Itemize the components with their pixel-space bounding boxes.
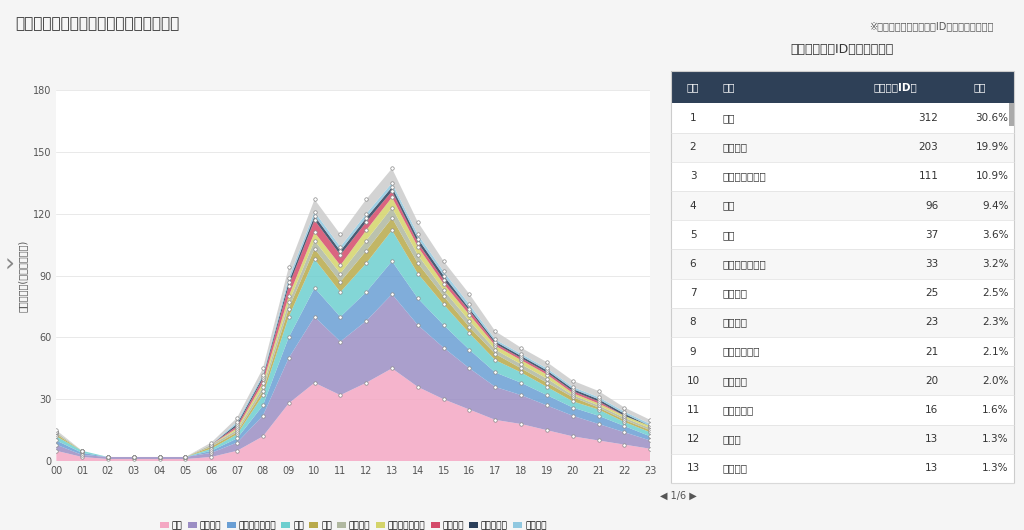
- Text: 1: 1: [690, 113, 696, 123]
- Text: 2.0%: 2.0%: [982, 376, 1009, 386]
- Text: 111: 111: [919, 171, 938, 181]
- Text: ［インバウンド］アワリー居住国別分布: ［インバウンド］アワリー居住国別分布: [15, 16, 179, 31]
- Text: 3.2%: 3.2%: [982, 259, 1009, 269]
- Text: 5: 5: [690, 230, 696, 240]
- Text: 10.9%: 10.9%: [976, 171, 1009, 181]
- Text: 10: 10: [686, 376, 699, 386]
- Text: 37: 37: [925, 230, 938, 240]
- Text: 96: 96: [925, 200, 938, 210]
- FancyBboxPatch shape: [671, 395, 1014, 425]
- Text: 23: 23: [925, 317, 938, 328]
- Text: 11: 11: [686, 405, 699, 415]
- Text: カナダ: カナダ: [722, 434, 741, 444]
- FancyBboxPatch shape: [671, 220, 1014, 250]
- Text: アメリカ合衆国: アメリカ合衆国: [722, 171, 766, 181]
- Text: ベトナム: ベトナム: [722, 317, 748, 328]
- Text: 3: 3: [690, 171, 696, 181]
- Text: ›: ›: [5, 253, 15, 277]
- FancyBboxPatch shape: [671, 425, 1014, 454]
- Text: 21: 21: [925, 347, 938, 357]
- Text: 9: 9: [690, 347, 696, 357]
- Text: 国名: 国名: [722, 82, 734, 92]
- Text: 1.6%: 1.6%: [982, 405, 1009, 415]
- FancyBboxPatch shape: [671, 366, 1014, 395]
- Text: 12: 12: [686, 434, 699, 444]
- Text: オーストラリア: オーストラリア: [722, 259, 766, 269]
- FancyBboxPatch shape: [1009, 103, 1014, 126]
- FancyBboxPatch shape: [716, 70, 846, 103]
- FancyBboxPatch shape: [671, 70, 716, 103]
- FancyBboxPatch shape: [671, 279, 1014, 308]
- Text: 香港: 香港: [722, 200, 734, 210]
- FancyBboxPatch shape: [671, 250, 1014, 279]
- Text: 25: 25: [925, 288, 938, 298]
- Text: 2: 2: [690, 142, 696, 152]
- Text: 9.4%: 9.4%: [982, 200, 1009, 210]
- FancyBboxPatch shape: [671, 191, 1014, 220]
- Text: 2.5%: 2.5%: [982, 288, 1009, 298]
- Text: インドネシア: インドネシア: [722, 347, 760, 357]
- Text: 20: 20: [925, 376, 938, 386]
- Text: 33: 33: [925, 259, 938, 269]
- Text: 312: 312: [919, 113, 938, 123]
- Y-axis label: カウント数(期間中の合計): カウント数(期間中の合計): [17, 240, 28, 312]
- Text: 2.3%: 2.3%: [982, 317, 1009, 328]
- Text: 30.6%: 30.6%: [976, 113, 1009, 123]
- Text: 大韓民国: 大韓民国: [722, 142, 748, 152]
- FancyBboxPatch shape: [945, 70, 1014, 103]
- Text: 順位: 順位: [687, 82, 699, 92]
- Text: 1.3%: 1.3%: [982, 434, 1009, 444]
- Text: 7: 7: [690, 288, 696, 298]
- Text: 台湾: 台湾: [722, 113, 734, 123]
- FancyBboxPatch shape: [671, 132, 1014, 162]
- Text: フィリピン: フィリピン: [722, 405, 754, 415]
- Text: 割合: 割合: [973, 82, 986, 92]
- Text: 8: 8: [690, 317, 696, 328]
- Legend: 台湾, 大韓民国, アメリカ合衆国, 香港, タイ, ベトナム, オーストラリア, ブラジル, フィリピン, フランス: 台湾, 大韓民国, アメリカ合衆国, 香港, タイ, ベトナム, オーストラリア…: [157, 518, 550, 530]
- Text: 6: 6: [690, 259, 696, 269]
- FancyBboxPatch shape: [671, 162, 1014, 191]
- FancyBboxPatch shape: [671, 103, 1014, 132]
- Text: 1.3%: 1.3%: [982, 463, 1009, 473]
- Text: 2.1%: 2.1%: [982, 347, 1009, 357]
- Text: 13: 13: [925, 434, 938, 444]
- FancyBboxPatch shape: [846, 70, 945, 103]
- Text: 203: 203: [919, 142, 938, 152]
- Text: 19.9%: 19.9%: [976, 142, 1009, 152]
- Text: ブラジル: ブラジル: [722, 288, 748, 298]
- Text: ※カウント数とユニークID数の違いはこちら: ※カウント数とユニークID数の違いはこちら: [869, 21, 993, 31]
- Text: 国別ユニークID数ランキング: 国別ユニークID数ランキング: [791, 43, 894, 56]
- FancyBboxPatch shape: [671, 308, 1014, 337]
- FancyBboxPatch shape: [671, 337, 1014, 366]
- Text: メキシコ: メキシコ: [722, 463, 748, 473]
- Text: タイ: タイ: [722, 230, 734, 240]
- Text: ユニークID数: ユニークID数: [873, 82, 918, 92]
- Text: 16: 16: [925, 405, 938, 415]
- FancyBboxPatch shape: [671, 454, 1014, 483]
- Text: ◀ 1/6 ▶: ◀ 1/6 ▶: [660, 491, 697, 500]
- Text: 13: 13: [925, 463, 938, 473]
- Text: 4: 4: [690, 200, 696, 210]
- Text: 3.6%: 3.6%: [982, 230, 1009, 240]
- Text: フランス: フランス: [722, 376, 748, 386]
- Text: 13: 13: [686, 463, 699, 473]
